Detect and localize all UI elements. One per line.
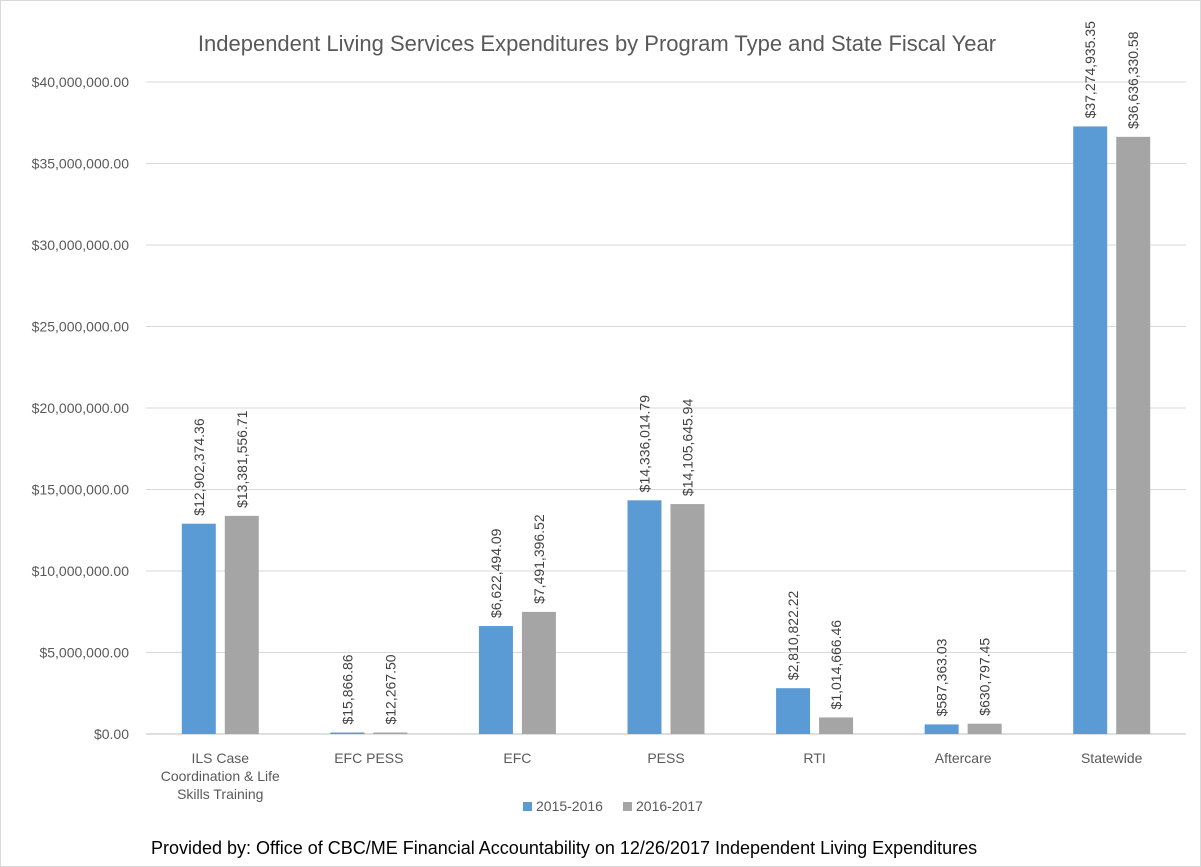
chart-title: Independent Living Services Expenditures…: [198, 31, 996, 56]
y-tick-label: $0.00: [94, 726, 129, 742]
legend-swatch: [523, 802, 532, 811]
data-labels: $12,902,374.36 $13,381,556.71 $15,866.86 $1…: [191, 21, 1141, 725]
bar-2015-2016: [479, 626, 513, 734]
y-tick-label: $25,000,000.00: [32, 319, 130, 335]
bar-2016-2017: [373, 733, 407, 735]
y-tick-label: $35,000,000.00: [32, 156, 130, 172]
data-label: $7,491,396.52: [531, 514, 547, 604]
bar-2016-2017: [522, 612, 556, 734]
bar-2015-2016: [628, 500, 662, 734]
bar-2016-2017: [225, 516, 259, 734]
y-axis-tick-labels: $0.00 $5,000,000.00 $10,000,000.00 $15,000,…: [32, 74, 130, 742]
category-label: RTI: [803, 750, 825, 766]
data-label: $1,014,666.46: [828, 620, 844, 710]
category-labels: ILS Case Coordination & Life Skills Traini…: [161, 750, 1143, 802]
data-label: $630,797.45: [977, 638, 993, 716]
data-label: $2,810,822.22: [785, 590, 801, 680]
y-tick-label: $30,000,000.00: [32, 237, 130, 253]
legend-swatch: [623, 802, 632, 811]
data-label: $15,866.86: [339, 654, 355, 724]
data-label: $587,363.03: [934, 638, 950, 716]
bar-2016-2017: [968, 724, 1002, 734]
y-tick-label: $5,000,000.00: [39, 645, 129, 661]
category-label: PESS: [647, 750, 684, 766]
footer-note: Provided by: Office of CBC/ME Financial …: [151, 838, 977, 858]
legend-label: 2015-2016: [536, 798, 603, 814]
category-label: Aftercare: [935, 750, 992, 766]
data-label: $13,381,556.71: [234, 410, 250, 508]
bar-2015-2016: [776, 688, 810, 734]
bar-2016-2017: [671, 504, 705, 734]
gridlines: [146, 82, 1186, 734]
category-label: Statewide: [1081, 750, 1143, 766]
bar-2015-2016: [330, 733, 364, 735]
data-label: $14,105,645.94: [680, 399, 696, 497]
legend-label: 2016-2017: [636, 798, 703, 814]
data-label: $6,622,494.09: [488, 528, 504, 618]
bars: [182, 126, 1150, 734]
y-tick-label: $10,000,000.00: [32, 563, 130, 579]
y-tick-label: $40,000,000.00: [32, 74, 130, 90]
bar-2016-2017: [819, 717, 853, 734]
data-label: $14,336,014.79: [637, 395, 653, 493]
y-tick-label: $20,000,000.00: [32, 400, 130, 416]
data-label: $36,636,330.58: [1125, 31, 1141, 129]
data-label: $37,274,935.35: [1082, 21, 1098, 119]
bar-2015-2016: [182, 524, 216, 734]
legend: 2015-2016 2016-2017: [523, 798, 703, 814]
category-label: ILS Case Coordination & Life Skills Traini…: [161, 750, 280, 802]
bar-2015-2016: [1073, 126, 1107, 734]
data-label: $12,902,374.36: [191, 418, 207, 516]
category-label: EFC PESS: [334, 750, 403, 766]
category-label: EFC: [503, 750, 531, 766]
y-tick-label: $15,000,000.00: [32, 482, 130, 498]
bar-2016-2017: [1116, 137, 1150, 734]
data-label: $12,267.50: [382, 654, 398, 724]
bar-2015-2016: [925, 724, 959, 734]
